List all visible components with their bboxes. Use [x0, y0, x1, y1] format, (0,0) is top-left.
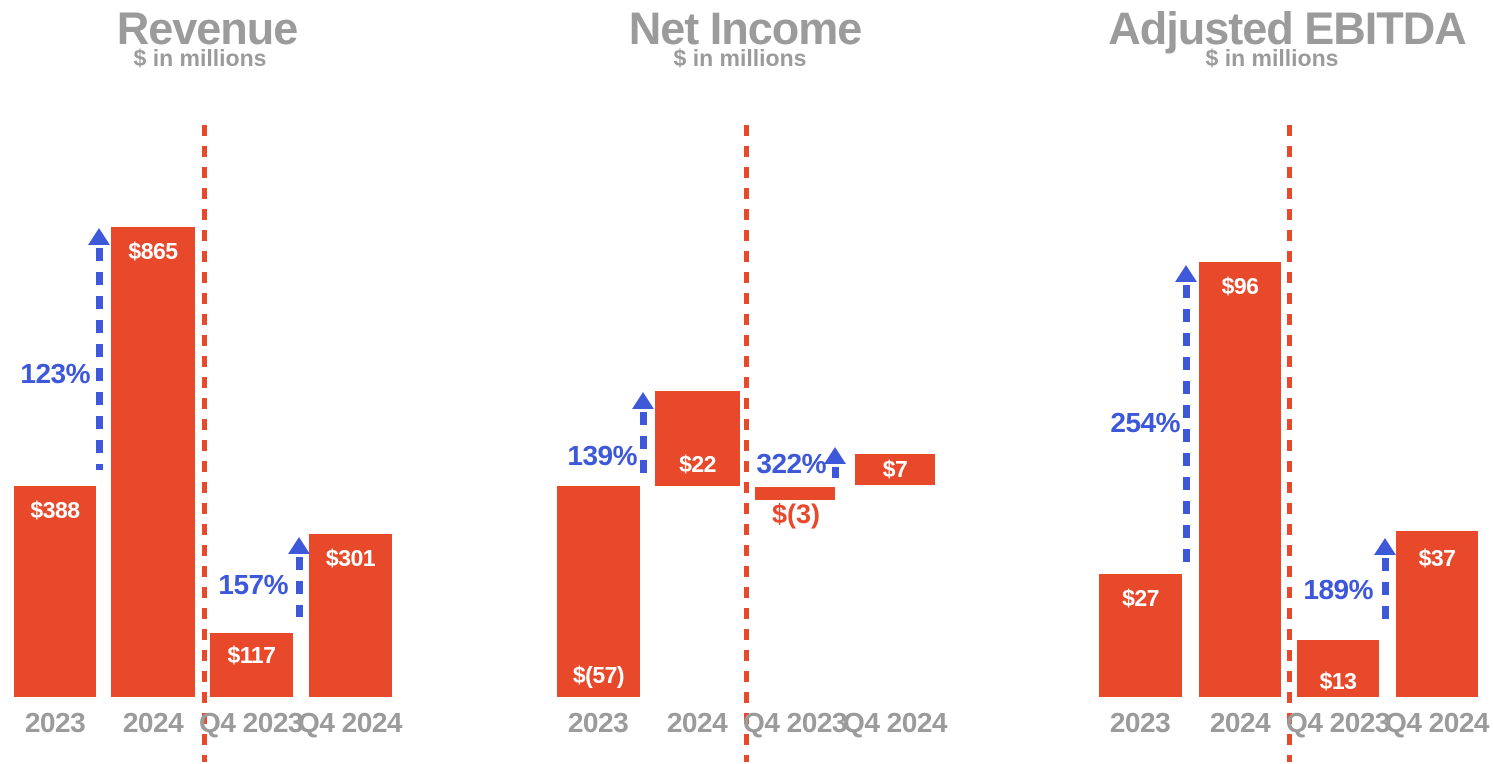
growth-arrow-quarterly — [823, 447, 847, 478]
axis-label-2024: 2024 — [1209, 707, 1271, 738]
axis-label-q4-2024: Q4 2024 — [298, 707, 402, 738]
arrow-up-icon — [288, 537, 310, 554]
axis-label-q4-2023: Q4 2023 — [743, 707, 847, 738]
axis-label-2023: 2023 — [567, 707, 629, 738]
annual-quarterly-divider — [202, 125, 207, 762]
growth-percent-label: 139% — [567, 440, 637, 471]
net-income-bar-2024: $22 — [655, 391, 740, 486]
bar-value-label: $13 — [1319, 668, 1357, 694]
chart-subtitle: $ in millions — [1205, 45, 1339, 71]
arrow-up-icon — [1374, 538, 1396, 555]
ebitda-bar-2024: $96 — [1199, 262, 1281, 697]
bar-value-label: $7 — [882, 456, 908, 482]
arrow-up-icon — [1175, 265, 1197, 282]
ebitda-bar-2023: $27 — [1099, 574, 1182, 697]
revenue-bar-2024: $865 — [111, 227, 195, 697]
growth-percent-label: 123% — [20, 358, 90, 389]
growth-percent-label: 322% — [756, 448, 826, 479]
bar-value-label: $388 — [30, 497, 80, 523]
dashed-stem — [95, 248, 103, 470]
dashed-stem — [831, 467, 839, 478]
axis-label-2024: 2024 — [666, 707, 728, 738]
net-income-bar-2023: $(57) — [557, 486, 640, 697]
growth-percent-label: 189% — [1303, 574, 1373, 605]
ebitda-bar-q4-2024: $37 — [1396, 531, 1478, 697]
bar-value-label: $96 — [1221, 273, 1259, 299]
axis-label-q4-2023: Q4 2023 — [199, 707, 303, 738]
growth-percent-label: 254% — [1110, 407, 1180, 438]
arrow-up-icon — [632, 392, 654, 409]
growth-percent-label: 157% — [218, 569, 288, 600]
chart-title: Net Income — [628, 3, 863, 54]
chart-subtitle: $ in millions — [133, 45, 267, 71]
bar-value-label: $117 — [227, 642, 276, 668]
bar-value-label: $22 — [679, 451, 716, 477]
bar-value-label: $(57) — [572, 662, 625, 688]
axis-label-2023: 2023 — [1109, 707, 1171, 738]
dashed-stem — [1381, 558, 1389, 630]
axis-label-q4-2023: Q4 2023 — [1286, 707, 1390, 738]
axis-label-2024: 2024 — [122, 707, 184, 738]
growth-arrow-annual — [1174, 265, 1198, 563]
axis-label-2023: 2023 — [24, 707, 86, 738]
bar-value-label: $865 — [128, 238, 178, 264]
net-income-bar-q4-2024: $7 — [855, 454, 935, 485]
chart-title: Adjusted EBITDA — [1108, 3, 1467, 54]
revenue-bar-q4-2023: $117 — [210, 633, 293, 697]
annual-quarterly-divider — [744, 125, 749, 762]
dashed-stem — [1182, 285, 1190, 563]
axis-label-q4-2024: Q4 2024 — [1385, 707, 1489, 738]
dashed-stem — [639, 412, 647, 473]
bar-value-label: $301 — [325, 545, 376, 571]
negative-value-label: $(3) — [771, 499, 821, 529]
growth-arrow-quarterly — [287, 537, 311, 617]
growth-arrow-annual — [631, 392, 655, 473]
bar-value-label: $37 — [1418, 545, 1456, 571]
bar-value-label: $27 — [1122, 585, 1159, 611]
dashed-stem — [295, 557, 303, 617]
chart-title: Revenue — [116, 3, 299, 54]
arrow-up-icon — [824, 447, 846, 464]
revenue-bar-q4-2024: $301 — [309, 534, 392, 697]
net-income-bar-q4-2023 — [755, 487, 835, 500]
growth-arrow-quarterly — [1373, 538, 1397, 630]
growth-arrow-annual — [87, 228, 111, 470]
chart-subtitle: $ in millions — [673, 45, 807, 71]
arrow-up-icon — [88, 228, 110, 245]
axis-label-q4-2024: Q4 2024 — [843, 707, 947, 738]
annual-quarterly-divider — [1287, 125, 1292, 762]
ebitda-bar-q4-2023: $13 — [1297, 640, 1379, 697]
revenue-bar-2023: $388 — [14, 486, 96, 697]
